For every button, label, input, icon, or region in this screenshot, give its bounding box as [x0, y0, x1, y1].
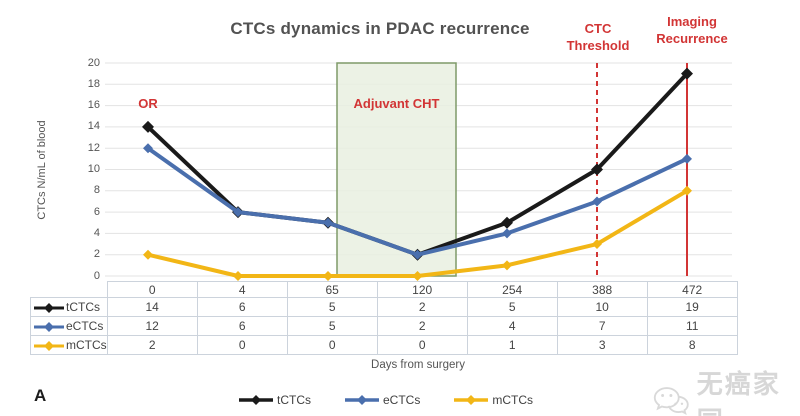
- table-cell: 6: [196, 297, 288, 317]
- y-tick-label: 16: [87, 99, 100, 112]
- panel-label: A: [34, 386, 47, 405]
- table-cell: 0: [376, 335, 468, 355]
- legend-key-tCTCs: [34, 302, 64, 313]
- x-axis-label: Days from surgery: [371, 359, 465, 371]
- x-tick-label: 388: [556, 281, 648, 298]
- table-cell: 14: [106, 297, 198, 317]
- series-name: eCTCs: [66, 319, 104, 333]
- table-cell: 19: [646, 297, 738, 317]
- table-row: mCTCs 2 0 0 0 1 3 8: [30, 335, 738, 355]
- y-tick-label: 6: [93, 205, 100, 218]
- legend-label: eCTCs: [382, 393, 421, 407]
- plot-area: [105, 62, 732, 281]
- table-cell: 2: [106, 335, 198, 355]
- table-cell: 0: [286, 335, 378, 355]
- table-cell: 0: [196, 335, 288, 355]
- table-cell: 5: [466, 297, 558, 317]
- y-tick-label: 8: [93, 184, 100, 197]
- table-cell: 7: [556, 316, 648, 336]
- wechat-icon: [653, 387, 689, 416]
- legend-marker-mCTCs: [454, 395, 489, 405]
- y-tick-label: 14: [87, 120, 100, 133]
- legend-marker-eCTCs: [344, 395, 379, 405]
- table-header-row: 0 4 65 120 254 388 472: [30, 281, 738, 298]
- legend-label: tCTCs: [276, 393, 311, 407]
- table-cell: 2: [376, 297, 468, 317]
- x-tick-label: 254: [466, 281, 558, 298]
- adjuvant-cht-region: [336, 62, 457, 277]
- y-tick-label: 12: [87, 141, 100, 154]
- annotation-imaging-recurrence: Imaging Recurrence: [656, 14, 728, 46]
- table-cell: 8: [646, 335, 738, 355]
- legend-key-eCTCs: [34, 321, 64, 332]
- table-row: tCTCs 14 6 5 2 5 10 19: [30, 297, 738, 317]
- y-tick-label: 20: [87, 56, 100, 69]
- y-tick-label: 0: [93, 269, 100, 282]
- annotation-or: OR: [138, 96, 158, 111]
- legend-item-eCTCs: eCTCs: [344, 393, 421, 407]
- legend-key-mCTCs: [34, 340, 64, 351]
- table-cell: 1: [466, 335, 558, 355]
- watermark-text: 无癌家园: [696, 370, 781, 416]
- x-tick-label: 120: [376, 281, 468, 298]
- table-cell: 5: [286, 297, 378, 317]
- x-tick-label: 0: [106, 281, 198, 298]
- x-tick-label: 65: [286, 281, 378, 298]
- legend-marker-tCTCs: [238, 395, 273, 405]
- y-tick-label: 4: [93, 226, 100, 239]
- table-cell: 3: [556, 335, 648, 355]
- legend-label: mCTCs: [492, 393, 533, 407]
- y-tick-label: 2: [93, 248, 100, 261]
- table-cell: 10: [556, 297, 648, 317]
- series-name: mCTCs: [66, 338, 107, 352]
- y-tick-label: 18: [87, 77, 100, 90]
- table-cell: 12: [106, 316, 198, 336]
- y-tick-label: 10: [87, 163, 100, 175]
- y-axis-label: CTCs N/mL of blood: [36, 120, 48, 220]
- x-tick-label: 472: [646, 281, 738, 298]
- table-cell: 6: [196, 316, 288, 336]
- table-cell: 5: [286, 316, 378, 336]
- watermark: 无癌家园: [652, 364, 800, 416]
- legend-item-tCTCs: tCTCs: [238, 393, 311, 407]
- annotation-adjuvant-cht: Adjuvant CHT: [353, 96, 440, 111]
- table-cell: 4: [466, 316, 558, 336]
- chart-legend: tCTCs eCTCs mCTCs: [0, 393, 772, 407]
- x-tick-label: 4: [196, 281, 288, 298]
- chart-title: CTCs dynamics in PDAC recurrence: [230, 19, 530, 38]
- table-row: eCTCs 12 6 5 2 4 7 11: [30, 316, 738, 336]
- data-table: 0 4 65 120 254 388 472 tCTCs 14 6 5 2 5 10 19 eCTCs 12 6 5…: [30, 281, 738, 355]
- table-cell: 2: [376, 316, 468, 336]
- series-name: tCTCs: [66, 300, 100, 314]
- legend-item-mCTCs: mCTCs: [454, 393, 533, 407]
- table-cell: 11: [646, 316, 738, 336]
- annotation-ctc-threshold: CTC Threshold: [566, 21, 630, 53]
